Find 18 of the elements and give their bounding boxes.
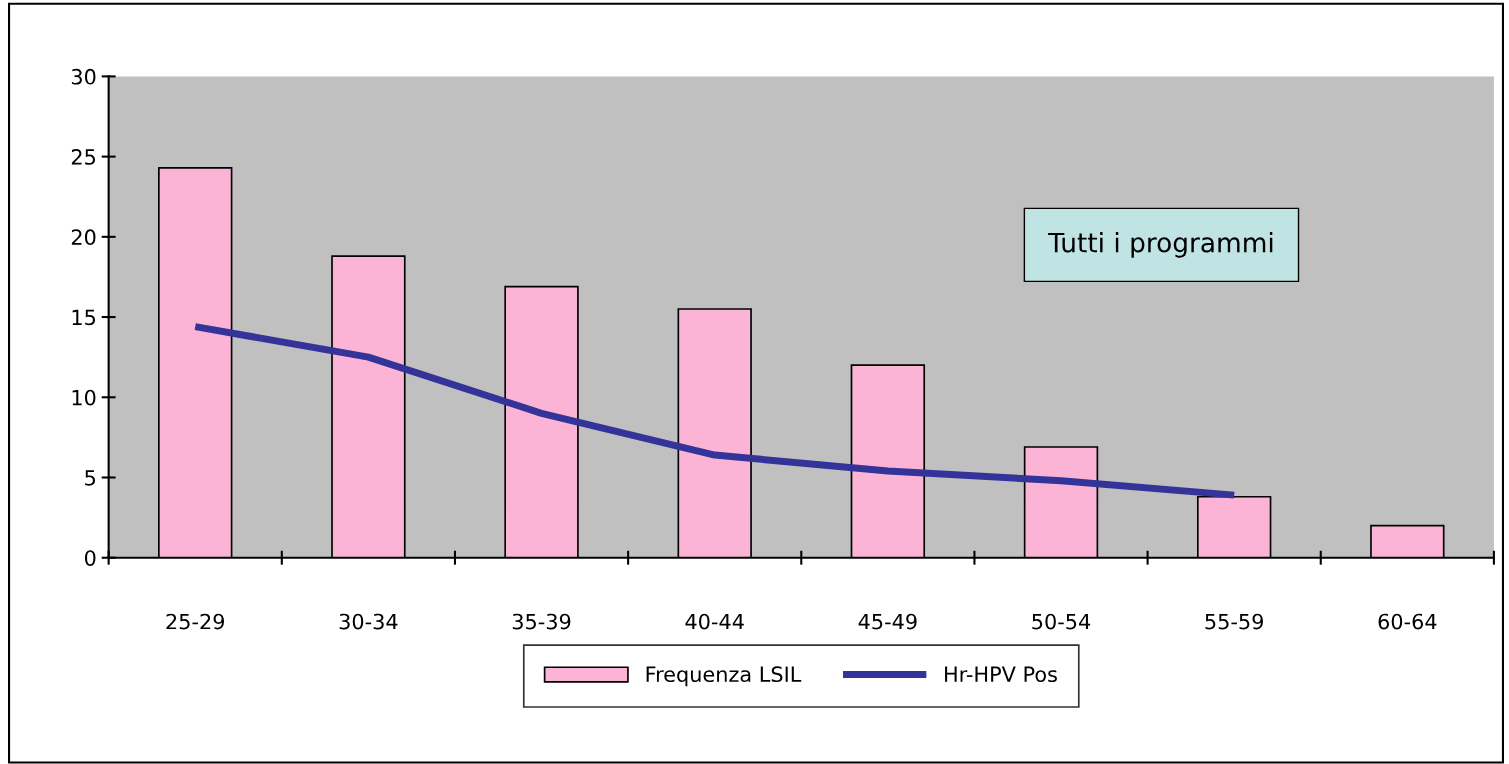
x-tick-label: 25-29 — [166, 613, 225, 630]
annotation: Tutti i programmi — [1048, 232, 1273, 258]
y-tick-label: 5 — [85, 470, 96, 486]
x-tick-label: 60-64 — [1378, 613, 1437, 630]
y-tick-label: 10 — [72, 389, 96, 406]
x-tick-label: 30-34 — [339, 613, 398, 630]
legend-label: Frequenza LSIL — [646, 666, 802, 687]
x-tick-label: 50-54 — [1032, 613, 1091, 630]
legend-label: Hr-HPV Pos — [945, 666, 1057, 683]
y-tick-label: 20 — [71, 229, 96, 246]
y-tick-label: 25 — [71, 149, 96, 165]
x-tick-label: 35-39 — [512, 613, 571, 630]
y-tick-label: 0 — [84, 550, 96, 566]
y-tick-label: 15 — [72, 309, 96, 326]
y-tick-label: 30 — [71, 68, 96, 85]
x-tick-label: 45-49 — [858, 613, 917, 630]
x-tick-label: 55-59 — [1205, 613, 1263, 630]
x-tick-label: 40-44 — [685, 613, 744, 630]
